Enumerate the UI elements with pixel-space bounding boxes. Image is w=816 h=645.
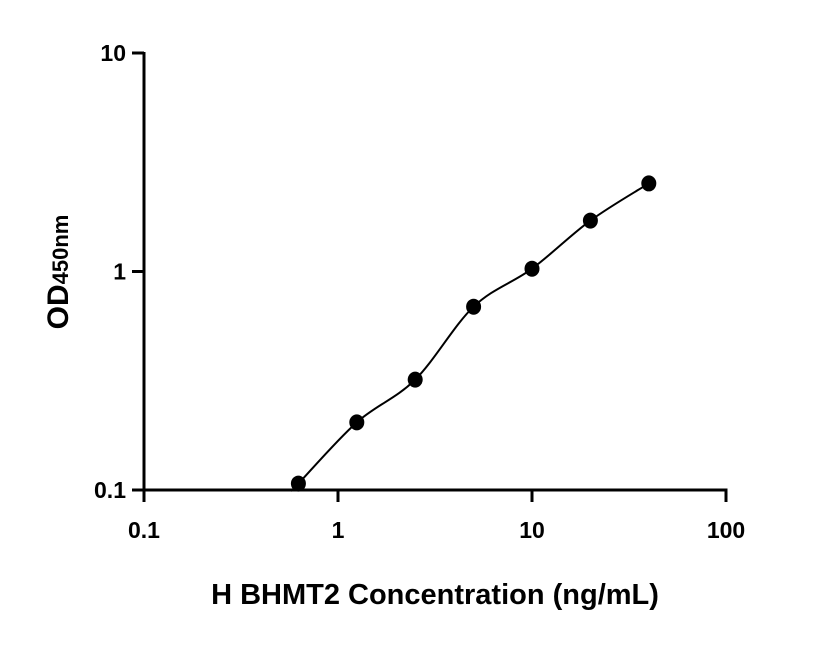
data-point: [466, 298, 482, 315]
y-tick-label: 0.1: [94, 477, 126, 503]
x-tick-label: 100: [707, 517, 745, 543]
y-tick-label: 10: [100, 40, 126, 66]
data-point: [524, 260, 540, 277]
axes: 0.1 1 10 100 0.1 1 10: [94, 40, 745, 543]
data-points: [290, 175, 657, 492]
y-axis-label: OD450nm: [42, 215, 75, 330]
y-tick-label: 1: [113, 259, 126, 285]
x-tick-label: 10: [519, 517, 545, 543]
data-point: [582, 212, 598, 229]
data-point: [349, 414, 365, 431]
x-axis-label: H BHMT2 Concentration (ng/mL): [211, 579, 659, 611]
data-point: [407, 371, 423, 388]
x-tick-label: 0.1: [128, 517, 160, 543]
fit-curve: [290, 182, 650, 492]
y-axis-label-main: OD: [42, 284, 75, 329]
y-axis-label-sub: 450nm: [48, 215, 73, 285]
data-point: [290, 475, 306, 492]
data-point: [641, 175, 657, 192]
x-tick-label: 1: [332, 517, 345, 543]
